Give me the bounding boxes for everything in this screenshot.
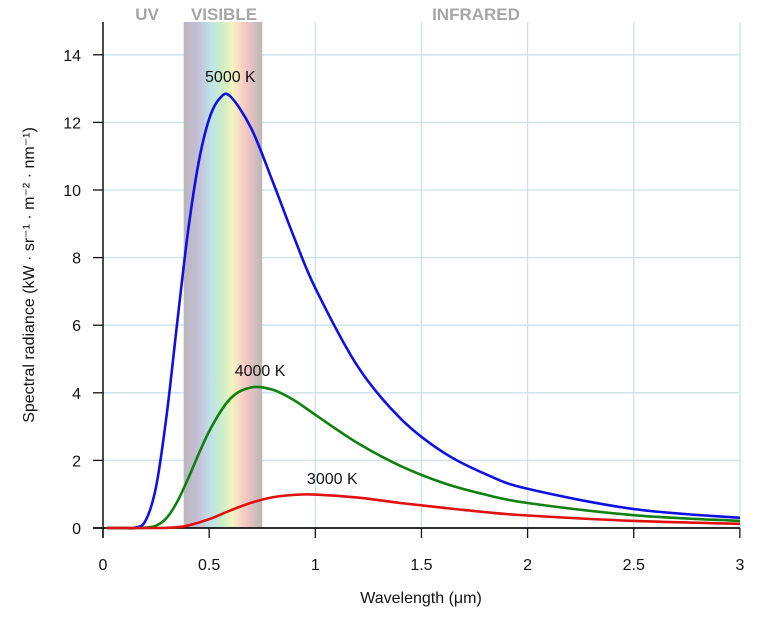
- series-line-3000k: [107, 493, 740, 530]
- y-tick-label: 10: [63, 183, 81, 200]
- series-line-5000k: [107, 92, 741, 530]
- x-tick-label: 1.5: [410, 557, 432, 574]
- series-label-3000k: 3000 K: [307, 471, 358, 488]
- region-label-uv: UV: [135, 5, 159, 24]
- x-tick-label: 1: [311, 557, 320, 574]
- y-tick-label: 4: [72, 386, 81, 403]
- y-axis-label: Spectral radiance (kW · sr⁻¹ · m⁻² · nm⁻…: [21, 127, 38, 423]
- x-tick-label: 3: [735, 557, 744, 574]
- series-group: 5000 K 4000 K 3000 K: [107, 69, 741, 530]
- x-tick-label: 2.5: [623, 557, 645, 574]
- y-tick-label: 12: [63, 115, 81, 132]
- region-labels: UV VISIBLE INFRARED: [135, 5, 520, 24]
- y-tick-label: 14: [63, 48, 81, 65]
- x-tick-label: 0: [99, 557, 108, 574]
- series-label-5000k: 5000 K: [205, 69, 256, 86]
- y-tick-label: 0: [72, 521, 81, 538]
- x-tick-label: 0.5: [198, 557, 220, 574]
- region-label-visible: VISIBLE: [191, 5, 257, 24]
- series-label-4000k: 4000 K: [235, 363, 286, 380]
- region-label-infrared: INFRARED: [432, 5, 520, 24]
- y-tick-label: 2: [72, 453, 81, 470]
- axes: 0 0.5 1 1.5 2 2.5 3 0 2 4 6 8 10 12 14: [63, 22, 744, 574]
- x-axis-label: Wavelength (μm): [360, 590, 482, 607]
- x-tick-label: 2: [523, 557, 532, 574]
- y-tick-label: 8: [72, 251, 81, 268]
- series-line-4000k: [107, 385, 740, 530]
- visible-spectrum-band: [183, 22, 263, 528]
- y-tick-label: 6: [72, 318, 81, 335]
